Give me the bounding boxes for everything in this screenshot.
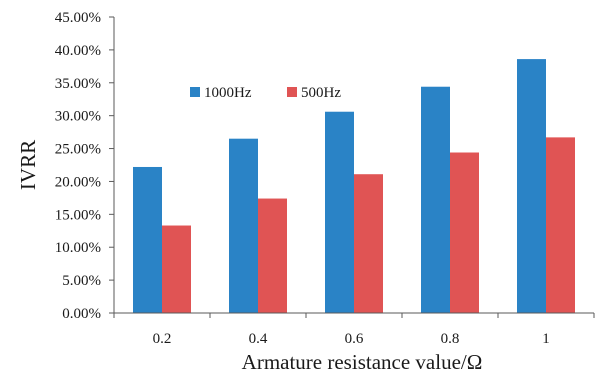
y-tick-label: 20.00% (55, 174, 101, 190)
x-tick-label: 0.2 (153, 331, 172, 347)
y-axis-ticks: 0.00% 5.00% 10.00% 15.00% 20.00% 25.00% 30.00%… (55, 10, 114, 322)
legend-swatch (287, 87, 297, 97)
x-axis-ticks: 0.2 0.4 0.6 0.8 1 (113, 313, 595, 347)
y-tick-label: 40.00% (55, 43, 101, 59)
bar-500hz-1 (546, 137, 575, 313)
bar-1000hz-1 (517, 59, 546, 313)
y-tick-label: 0.00% (62, 306, 101, 322)
x-tick-label: 0.4 (249, 331, 268, 347)
y-tick-label: 30.00% (55, 109, 101, 125)
bar-500hz-0.6 (354, 174, 383, 313)
x-tick-label: 0.8 (441, 331, 460, 347)
y-tick-label: 5.00% (62, 273, 101, 289)
bar-1000hz-0.8 (421, 86, 450, 313)
legend-label: 1000Hz (204, 85, 252, 101)
bar-500hz-0.8 (450, 152, 479, 313)
bar-1000hz-0.2 (133, 166, 162, 313)
y-tick-label: 25.00% (55, 142, 101, 158)
legend-swatch (190, 87, 200, 97)
y-tick-label: 35.00% (55, 76, 101, 92)
x-tick-label: 1 (542, 331, 550, 347)
y-tick-label: 15.00% (55, 207, 101, 223)
bar-500hz-0.4 (258, 198, 287, 313)
x-axis-title: Armature resistance value/Ω (242, 350, 483, 374)
bar-1000hz-0.4 (229, 138, 258, 313)
y-axis-title: IVRR (16, 140, 40, 190)
legend-label: 500Hz (301, 85, 341, 101)
bars (133, 59, 575, 313)
bar-1000hz-0.6 (325, 111, 354, 313)
bar-500hz-0.2 (162, 225, 191, 313)
x-tick-label: 0.6 (345, 331, 364, 347)
y-tick-label: 45.00% (55, 10, 101, 26)
legend: 1000Hz 500Hz (190, 85, 341, 101)
y-tick-label: 10.00% (55, 240, 101, 256)
